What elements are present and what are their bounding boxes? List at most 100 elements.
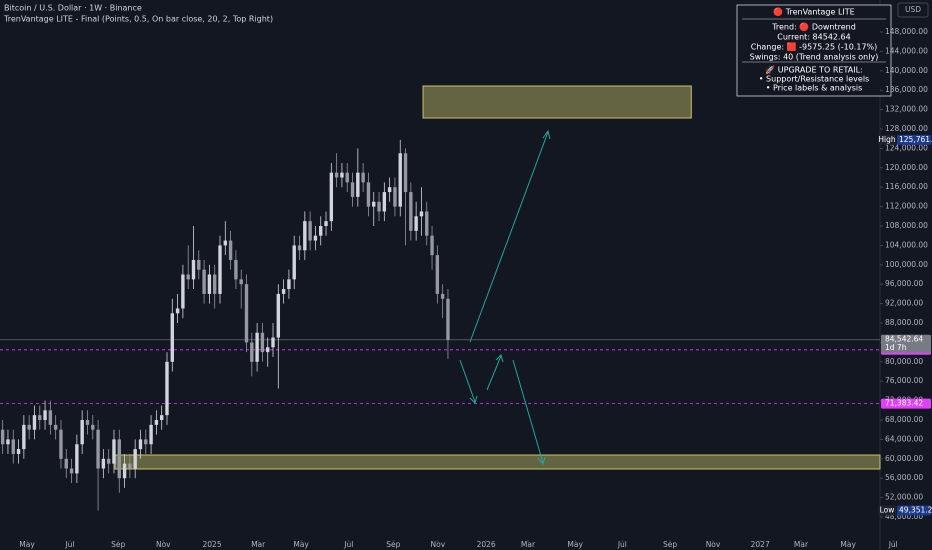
- candle-body: [234, 259, 238, 280]
- arrow: [486, 355, 502, 391]
- extreme-tag: [897, 134, 931, 145]
- panel-title: 🔴 TrenVantage LITE: [773, 7, 854, 17]
- candle-body: [128, 463, 132, 469]
- countdown: 1d 7h: [885, 343, 907, 352]
- candle-body: [38, 415, 42, 421]
- candle-body: [297, 245, 302, 251]
- candle-body: [64, 458, 68, 469]
- candle-body: [112, 439, 116, 464]
- y-tick-label: 48,000.00: [885, 512, 923, 521]
- x-tick-label: Sep: [386, 540, 400, 549]
- arrow-head: [495, 354, 504, 363]
- y-tick-label: 104,000.00: [885, 240, 928, 249]
- x-tick-label: Jul: [64, 540, 74, 549]
- candle-body: [366, 182, 371, 207]
- candle-body: [334, 172, 339, 178]
- arrow-head: [469, 395, 478, 404]
- panel-line: • Price labels & analysis: [766, 84, 863, 93]
- panel-line: Change: 🟥 -9575.25 (-10.17%): [751, 42, 878, 52]
- y-tick-label: 64,000.00: [885, 434, 923, 443]
- y-tick-label: 60,000.00: [885, 454, 923, 463]
- y-tick-label: 112,000.00: [885, 202, 928, 211]
- candle-body: [48, 410, 53, 425]
- candle-body: [175, 308, 180, 314]
- candle-body: [43, 410, 47, 421]
- x-tick-label: Jul: [343, 540, 353, 549]
- x-tick-label: Nov: [706, 540, 721, 549]
- candle-body: [319, 226, 323, 236]
- x-tick-label: 2026: [477, 540, 496, 549]
- candle-body: [403, 153, 408, 193]
- x-tick-label: Nov: [431, 540, 446, 549]
- candle-body: [27, 424, 31, 430]
- candle-body: [435, 255, 440, 294]
- candle-body: [85, 420, 90, 425]
- candle-body: [255, 332, 259, 362]
- y-tick-label: 92,000.00: [885, 299, 923, 308]
- y-tick-label: 120,000.00: [885, 163, 928, 172]
- y-tick-label: 144,000.00: [885, 46, 928, 55]
- y-tick-label: 116,000.00: [885, 182, 928, 191]
- y-tick-label: 136,000.00: [885, 85, 928, 94]
- candle-body: [303, 221, 307, 251]
- arrow: [469, 131, 549, 343]
- candle-body: [287, 279, 291, 290]
- candle-body: [292, 245, 296, 280]
- x-tick-label: Mar: [794, 540, 809, 549]
- y-tick-label: 132,000.00: [885, 105, 928, 114]
- candle-body: [106, 458, 111, 464]
- last-price-tag: [881, 334, 931, 353]
- candle-body: [159, 415, 164, 421]
- extreme-name-box: [878, 134, 896, 145]
- y-tick-label: 108,000.00: [885, 221, 928, 230]
- candle-body: [138, 439, 143, 450]
- candle-body: [340, 172, 344, 178]
- panel-line: 🚀 UPGRADE TO RETAIL:: [765, 65, 862, 75]
- candle-body: [313, 235, 318, 241]
- y-tick-label: 56,000.00: [885, 473, 923, 482]
- x-tick-label: Mar: [521, 540, 536, 549]
- candle-body: [244, 284, 249, 343]
- candle-body: [6, 439, 10, 445]
- y-tick-label: 148,000.00: [885, 27, 928, 36]
- extreme-tag: [897, 505, 931, 516]
- candle-body: [212, 274, 217, 294]
- plot-area: [0, 85, 881, 511]
- extreme-name: High: [878, 135, 895, 144]
- currency[interactable]: USD: [905, 5, 921, 14]
- currency-box[interactable]: [897, 2, 929, 18]
- x-tick-label: May: [293, 540, 309, 549]
- panel-box: [736, 4, 892, 97]
- candle-body: [133, 449, 137, 469]
- arrow-head: [542, 129, 551, 140]
- panel-line: Current: 84542.64: [777, 33, 850, 42]
- y-tick-label: 88,000.00: [885, 318, 923, 327]
- panel-line: • Support/Resistance levels: [759, 75, 869, 84]
- candle-body: [207, 274, 212, 294]
- panel-line: Trend: 🔴 Downtrend: [771, 22, 856, 32]
- x-tick-label: Sep: [111, 540, 125, 549]
- candle-body: [271, 337, 275, 348]
- x-tick-label: May: [567, 540, 583, 549]
- candle-body: [144, 439, 148, 445]
- extreme-name: Low: [880, 505, 895, 514]
- y-tick-label: 80,000.00: [885, 357, 923, 366]
- x-tick-label: Nov: [156, 540, 171, 549]
- x-tick-label: Sep: [663, 540, 677, 549]
- candle-body: [393, 187, 397, 207]
- chart-title: Bitcoin / U.S. Dollar · 1W · Binance: [4, 4, 142, 13]
- candle-body: [101, 458, 106, 469]
- x-tick-label: May: [840, 540, 856, 549]
- y-tick-label: 68,000.00: [885, 415, 923, 424]
- candle-body: [414, 216, 418, 231]
- candle-body: [22, 424, 26, 450]
- y-tick-label: 128,000.00: [885, 124, 928, 133]
- extreme-label: 49,351.27: [899, 505, 932, 514]
- candle-body: [218, 245, 222, 294]
- candle-body: [329, 172, 334, 222]
- price-tag: [881, 398, 931, 409]
- candle-body: [361, 172, 365, 183]
- candle-body: [165, 361, 169, 416]
- candle-body: [11, 439, 15, 454]
